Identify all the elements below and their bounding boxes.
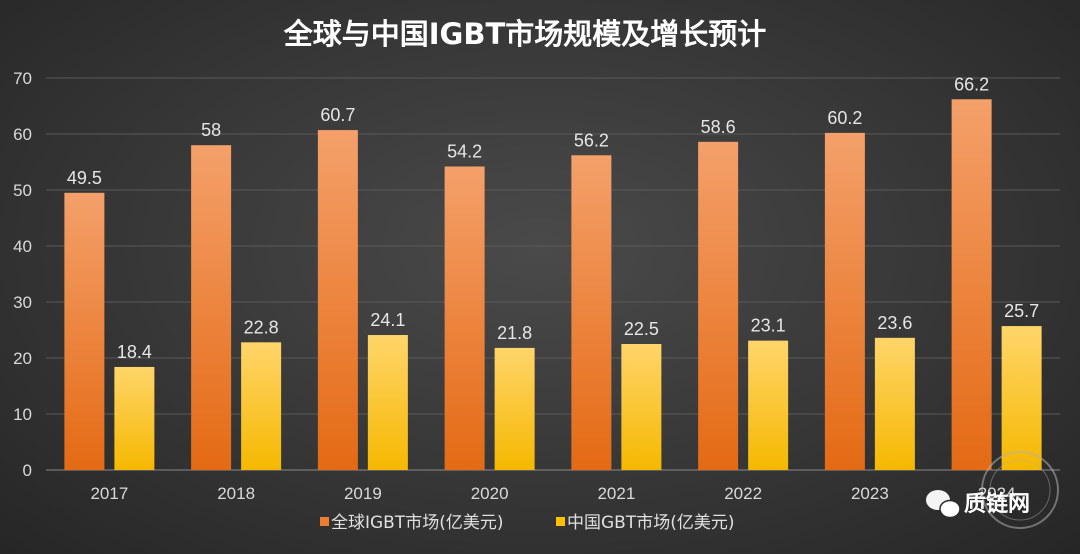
data-label: 54.2 bbox=[447, 141, 482, 161]
chart-title: 全球与中国IGBT市场规模及增长预计 bbox=[283, 17, 766, 51]
stamp-inner-circle bbox=[989, 459, 1051, 521]
data-label: 21.8 bbox=[497, 323, 532, 343]
data-label: 23.1 bbox=[751, 316, 786, 336]
legend: 全球IGBT市场(亿美元) 中国GBT市场(亿美元) bbox=[320, 513, 735, 533]
legend-swatch bbox=[320, 517, 329, 526]
bar bbox=[748, 340, 789, 470]
wechat-icon bbox=[926, 490, 961, 519]
bar bbox=[64, 192, 105, 471]
bar bbox=[571, 155, 612, 470]
bar bbox=[621, 344, 662, 470]
data-label: 58.6 bbox=[701, 117, 736, 137]
data-label: 66.2 bbox=[954, 74, 989, 94]
data-label: 58 bbox=[201, 120, 221, 140]
stamp-circle bbox=[981, 451, 1059, 529]
y-tick-label: 0 bbox=[23, 461, 32, 480]
y-tick-label: 60 bbox=[13, 125, 32, 144]
watermark: 质链网 bbox=[926, 451, 1059, 529]
legend-label: 中国GBT市场(亿美元) bbox=[567, 513, 735, 533]
data-label: 56.2 bbox=[574, 130, 609, 150]
data-label: 22.8 bbox=[244, 317, 279, 337]
x-tick-label: 2022 bbox=[724, 484, 762, 503]
x-tick-label: 2017 bbox=[90, 484, 128, 503]
axes: 0 10 20 30 40 50 60 70 2017 2018 2019 2020 2021 2022 2… bbox=[13, 69, 1060, 503]
bar bbox=[698, 141, 739, 470]
bar bbox=[824, 132, 865, 470]
y-tick-label: 70 bbox=[13, 69, 32, 88]
bar bbox=[114, 366, 155, 470]
y-tick-label: 40 bbox=[13, 237, 32, 256]
bar bbox=[494, 347, 535, 470]
data-label: 49.5 bbox=[67, 168, 102, 188]
bar bbox=[317, 130, 358, 470]
x-tick-label: 2023 bbox=[851, 484, 889, 503]
bar bbox=[241, 342, 282, 470]
x-tick-label: 2019 bbox=[344, 484, 382, 503]
x-tick-label: 2018 bbox=[217, 484, 255, 503]
y-tick-label: 50 bbox=[13, 181, 32, 200]
data-label: 24.1 bbox=[370, 310, 405, 330]
data-label: 18.4 bbox=[117, 342, 152, 362]
bar bbox=[951, 99, 992, 470]
legend-swatch bbox=[556, 517, 565, 526]
x-tick-label: 2021 bbox=[597, 484, 635, 503]
bar bbox=[444, 166, 485, 471]
bar bbox=[191, 145, 232, 470]
bar bbox=[367, 335, 408, 470]
data-labels: 49.5 18.4 58 22.8 60.7 24.1 54.2 21.8 56.2 22.5 58… bbox=[67, 74, 1039, 362]
data-label: 60.2 bbox=[827, 108, 862, 128]
y-tick-label: 10 bbox=[13, 405, 32, 424]
x-tick-label: 2020 bbox=[471, 484, 509, 503]
bars bbox=[64, 99, 1042, 471]
watermark-text: 质链网 bbox=[964, 491, 1030, 517]
data-label: 25.7 bbox=[1004, 301, 1039, 321]
y-tick-label: 30 bbox=[13, 293, 32, 312]
data-label: 60.7 bbox=[320, 105, 355, 125]
y-tick-label: 20 bbox=[13, 349, 32, 368]
legend-label: 全球IGBT市场(亿美元) bbox=[331, 513, 504, 533]
bar bbox=[874, 337, 915, 470]
data-label: 23.6 bbox=[877, 313, 912, 333]
data-label: 22.5 bbox=[624, 319, 659, 339]
x-tick-label: 2024 bbox=[978, 484, 1016, 503]
bar bbox=[1001, 326, 1042, 470]
